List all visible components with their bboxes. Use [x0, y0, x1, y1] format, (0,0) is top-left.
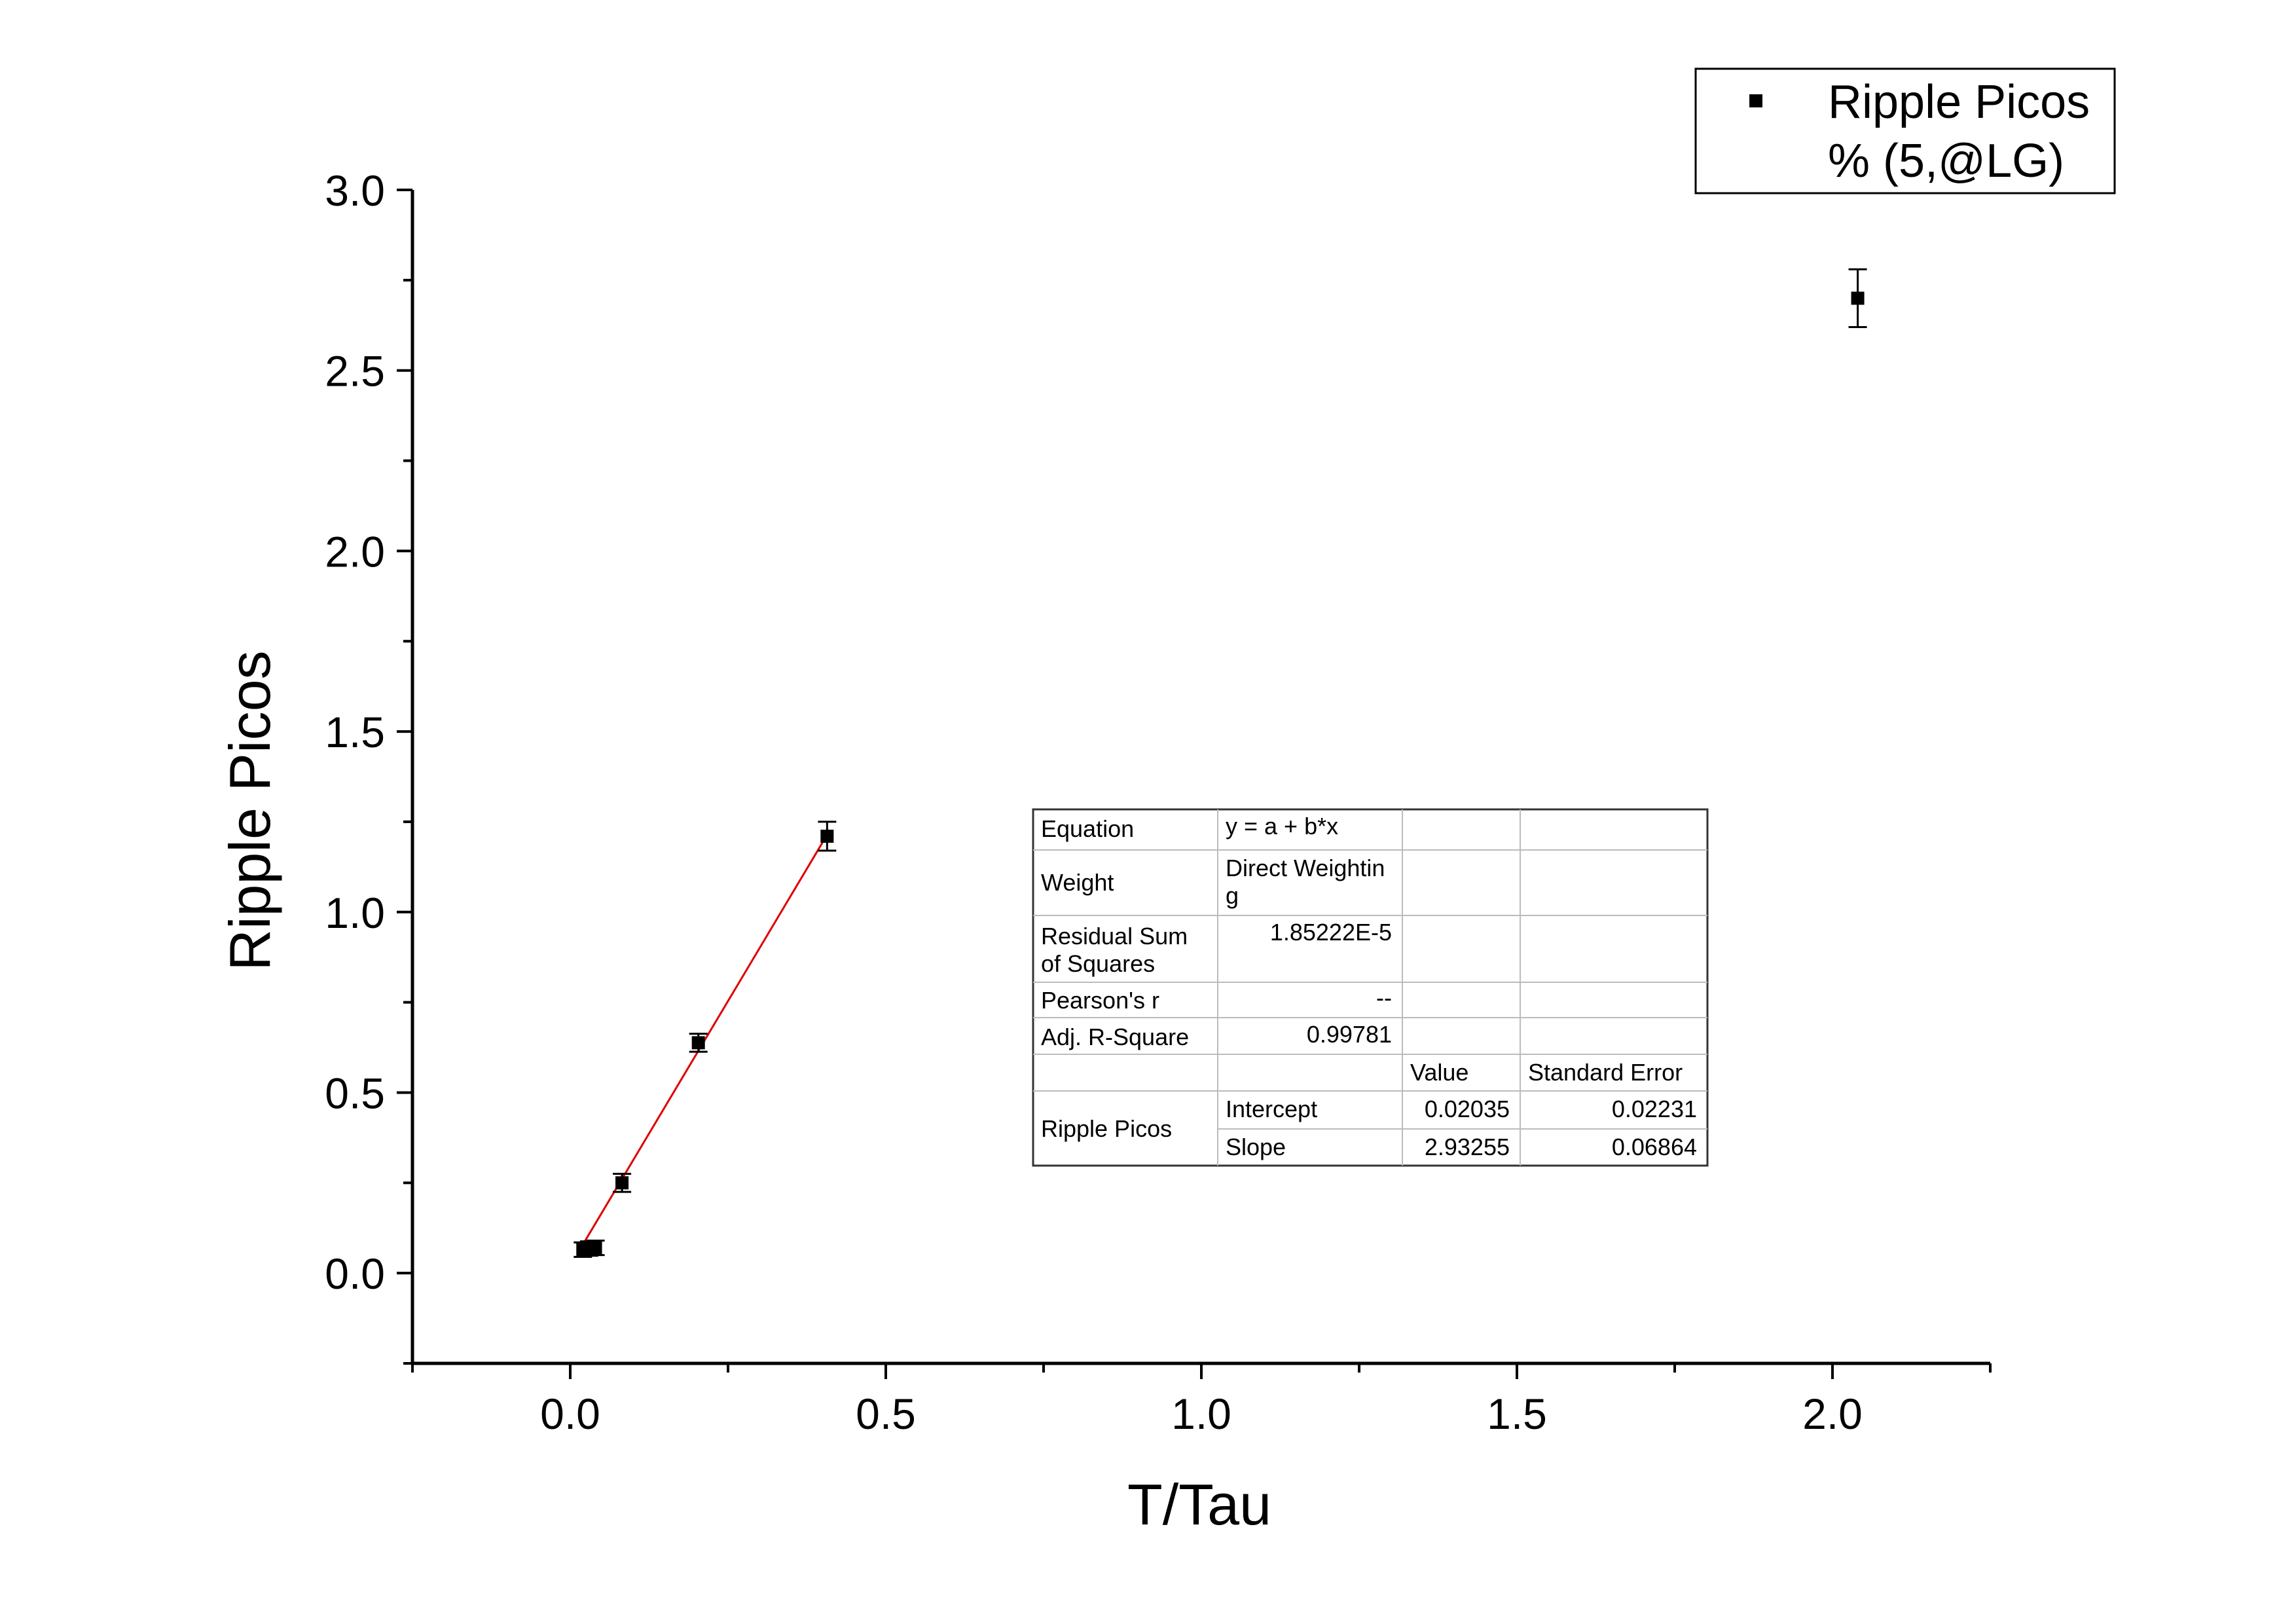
x-tick-label: 1.5: [1487, 1390, 1547, 1438]
fit-table-label: Residual Sum of Squares: [1041, 923, 1188, 977]
fit-table-label: Intercept: [1226, 1096, 1317, 1122]
fit-table-label: Equation: [1041, 815, 1134, 842]
x-axis-title: T/Tau: [1127, 1472, 1271, 1537]
fit-table-value: 0.99781: [1307, 1021, 1392, 1048]
y-tick-label: 2.0: [325, 527, 385, 576]
legend-marker: [1749, 94, 1762, 107]
fit-table-label: Weight: [1041, 869, 1114, 896]
y-axis-title: Ripple Picos: [217, 650, 282, 970]
fit-table-value: --: [1376, 984, 1392, 1011]
data-point: [1851, 291, 1865, 305]
x-tick-label: 1.0: [1171, 1390, 1231, 1438]
fit-table-header: Value: [1410, 1059, 1468, 1086]
fit-line: [581, 834, 828, 1246]
fit-table-label: Slope: [1226, 1134, 1286, 1160]
x-tick-label: 0.0: [540, 1390, 600, 1438]
fit-table-border: [1032, 808, 1709, 1167]
y-tick-label: 0.5: [325, 1069, 385, 1117]
fit-table-value: 0.02035: [1425, 1096, 1510, 1122]
fit-table-value: 0.02231: [1612, 1096, 1697, 1122]
data-point: [820, 829, 834, 843]
data-point: [589, 1241, 602, 1255]
legend-box: [1694, 67, 2116, 194]
fit-table-value: 0.06864: [1612, 1134, 1697, 1160]
fit-table-value: y = a + b*x: [1226, 813, 1338, 840]
fit-line-group: [581, 834, 828, 1246]
fit-table-label: Pearson's r: [1041, 987, 1159, 1014]
data-point: [615, 1176, 629, 1190]
fit-table-label: Adj. R-Square: [1041, 1024, 1189, 1050]
y-tick-label: 1.5: [325, 708, 385, 756]
y-tick-label: 1.0: [325, 889, 385, 937]
y-tick-label: 3.0: [325, 166, 385, 215]
x-tick-label: 0.5: [856, 1390, 916, 1438]
chart-axes: 0.0 0.5 1.0 1.5 2.0 0.0 0.5 1.0 1.5 2.0 2.5 3.0: [325, 166, 1992, 1438]
fit-table-label: Ripple Picos: [1041, 1115, 1172, 1142]
fit-results-table: Equation y = a + b*x Weight Direct Weightin…: [1032, 808, 1709, 1167]
fit-table-value: 2.93255: [1425, 1134, 1510, 1160]
legend-entry-line1: Ripple Picos: [1828, 76, 2090, 128]
y-tick-label: 0.0: [325, 1249, 385, 1298]
legend: Ripple Picos % (5,@LG): [1694, 67, 2116, 194]
x-tick-label: 2.0: [1802, 1390, 1863, 1438]
y-tick-label: 2.5: [325, 347, 385, 396]
data-points-group: [574, 268, 1867, 1258]
fit-table-header: Standard Error: [1528, 1059, 1683, 1086]
fit-table-value: 1.85222E-5: [1270, 919, 1392, 946]
fit-table-value: Direct Weightin g: [1226, 855, 1385, 909]
data-point: [691, 1036, 705, 1050]
legend-entry-line2: % (5,@LG): [1828, 135, 2064, 187]
